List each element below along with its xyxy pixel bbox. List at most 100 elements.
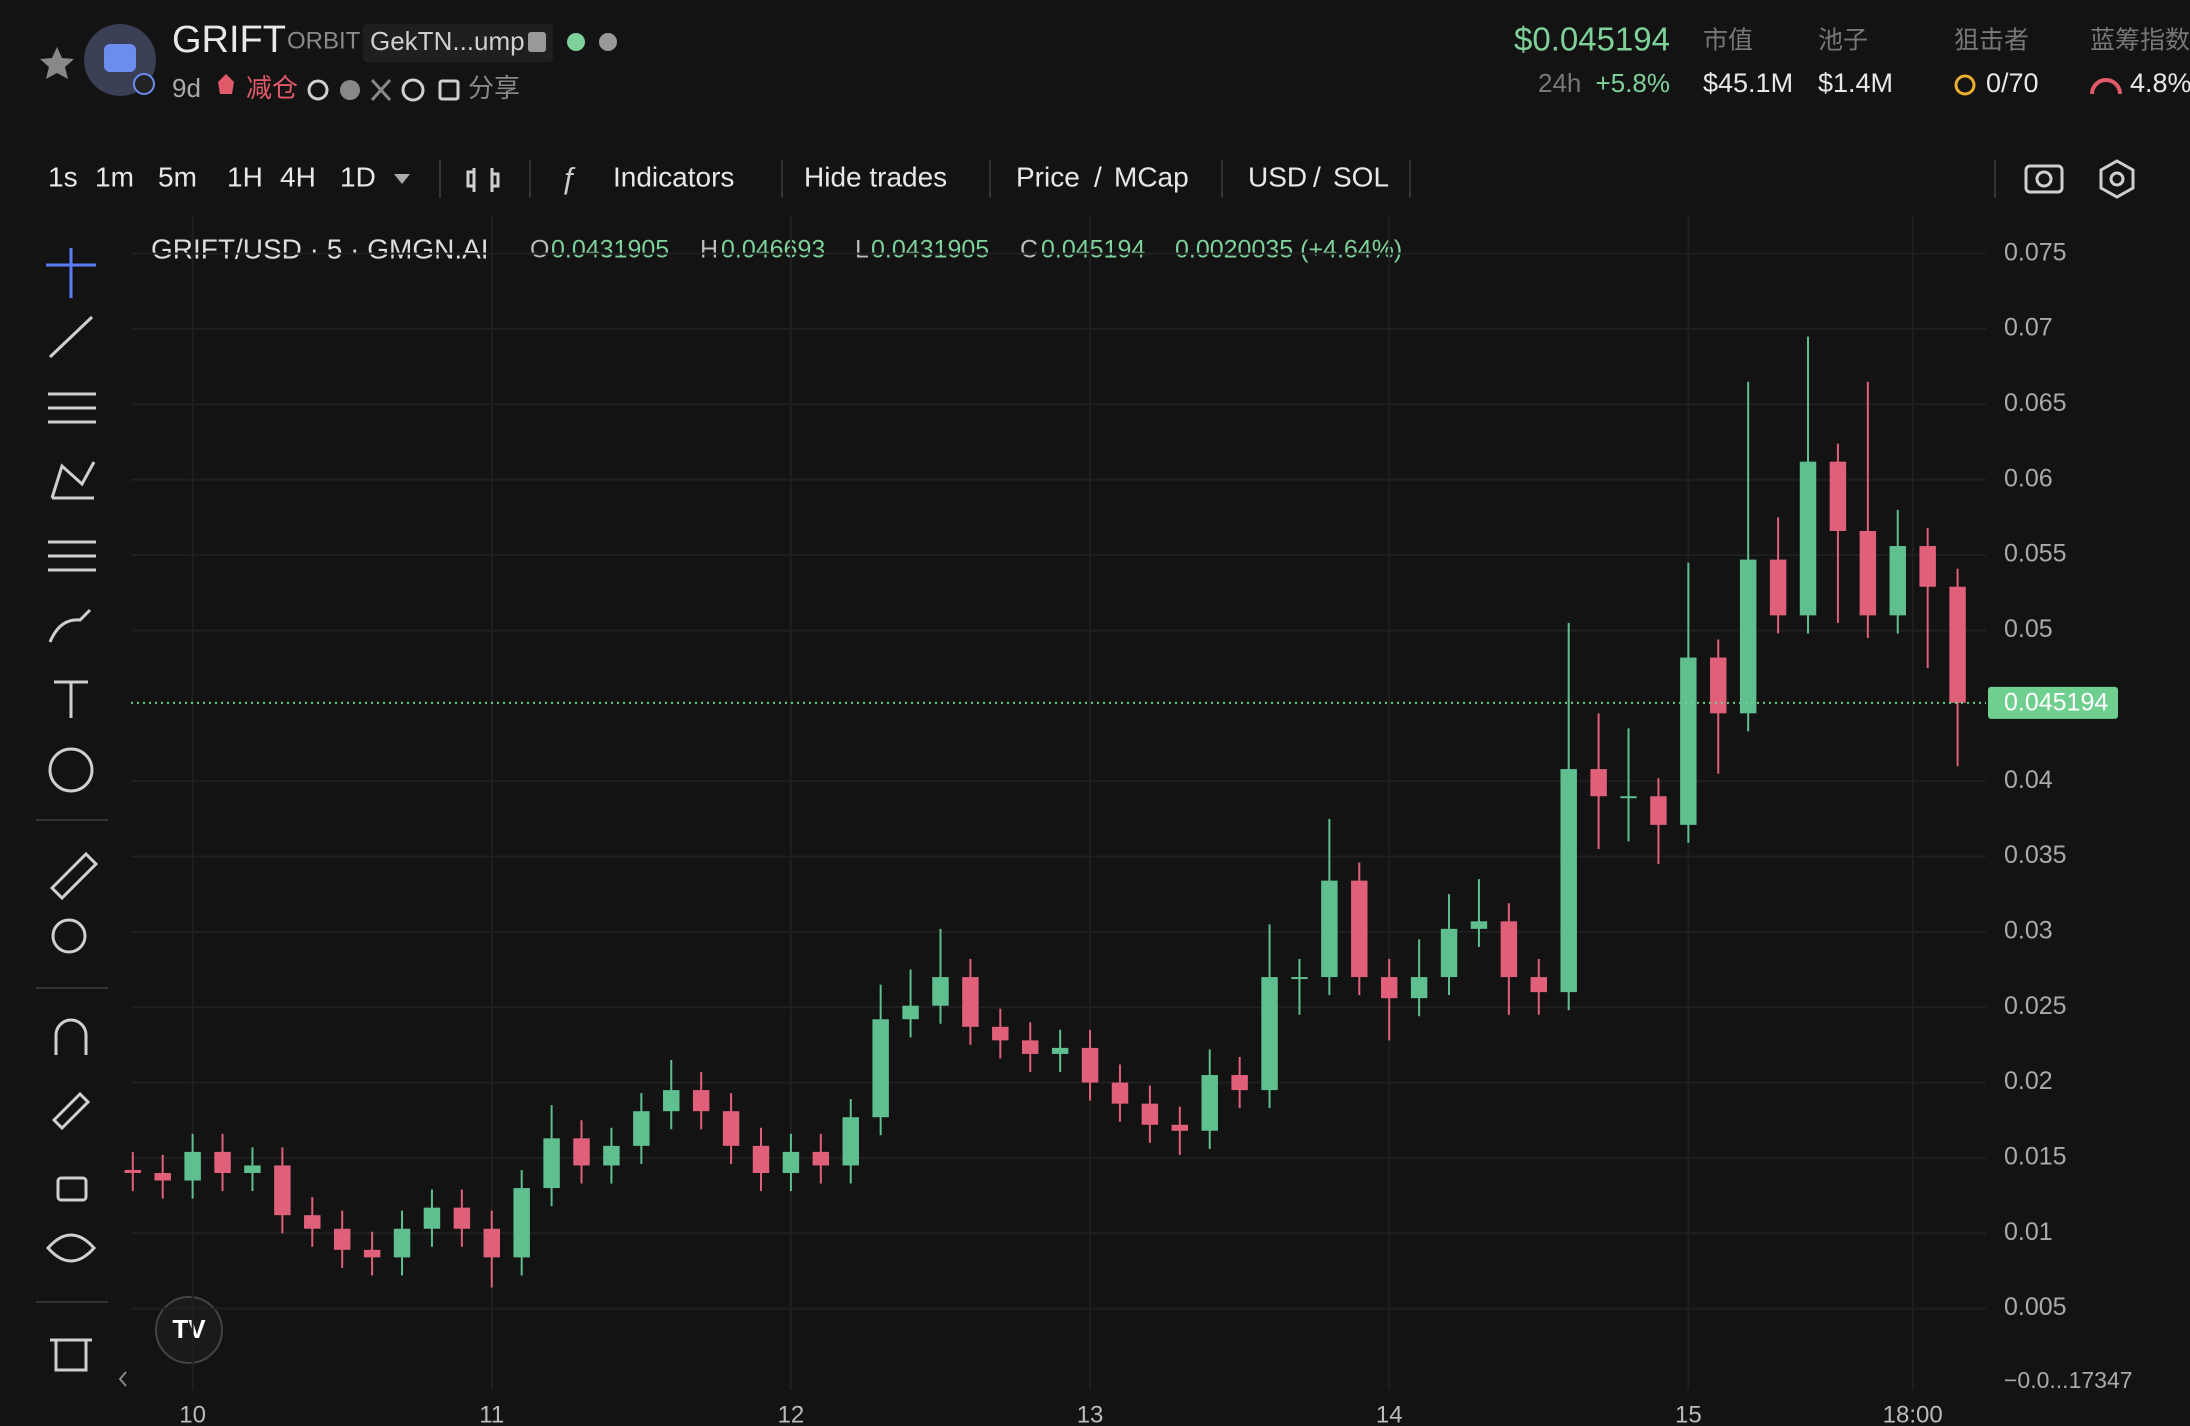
slash: / [1313,161,1321,192]
candle-body [842,1117,859,1166]
settings-icon[interactable] [2099,159,2135,199]
candle-body [1201,1075,1218,1131]
plot [124,216,1986,1390]
hide-trades[interactable]: Hide trades [804,161,947,192]
chain: ORBIT [287,27,361,54]
web-icon[interactable] [401,78,425,102]
candle-body [1829,461,1847,531]
candle-body [1081,1047,1099,1083]
share-icon[interactable] [438,79,460,101]
candle-body [1650,796,1667,825]
candle-body [1051,1047,1069,1054]
candle-body [1380,977,1398,999]
icon[interactable] [340,80,360,100]
ohlc-value: 0.045194 [1041,236,1145,264]
emoji-tool[interactable] [48,747,94,793]
x-tick-label: 14 [1376,1401,1403,1426]
candle-body [1291,977,1308,980]
x-tick-label: 15 [1675,1401,1702,1426]
sol-toggle[interactable]: SOL [1333,161,1389,192]
stat-value: $1.4M [1818,68,1893,98]
indicators[interactable]: Indicators [613,161,734,192]
change-label: 24h [1538,68,1581,98]
interval[interactable]: 1D [340,161,376,192]
chart-type-icon[interactable] [466,168,500,192]
candle-body [603,1145,620,1166]
candle-body [1739,559,1757,714]
interval[interactable]: 1m [95,161,134,192]
y-tick-label: −0.0...17347 [2004,1367,2133,1393]
candle-body [214,1151,231,1173]
share[interactable]: 分享 [468,73,520,103]
y-tick-label: 0.005 [2004,1293,2067,1321]
camera-icon[interactable] [2024,164,2064,194]
stat-label[interactable]: 狙击者 [1954,27,2029,55]
candle-body [1530,977,1548,993]
candle-body [1919,546,1936,587]
lock-draw-tool[interactable] [51,1091,91,1131]
ruler-tool[interactable] [49,851,99,901]
pattern-tool[interactable] [50,461,96,500]
gauge-icon [2090,78,2122,95]
candle-body [1261,977,1278,1091]
collapse-arrow[interactable] [118,1371,127,1387]
x-tick-label: 11 [479,1401,504,1426]
zoom-tool[interactable] [51,918,87,954]
candle-body [1560,769,1577,993]
fx-icon[interactable]: ƒ [560,162,577,195]
y-tick-label: 0.05 [2004,615,2053,643]
y-tick-label: 0.025 [2004,992,2067,1020]
y-tick-label: 0.04 [2004,766,2053,794]
candle-body [782,1151,800,1173]
avatar-icon [104,44,136,72]
price-toggle[interactable]: Price [1016,161,1080,192]
candle-body [1410,977,1428,999]
candle-body [1111,1082,1129,1104]
search-icon[interactable] [307,79,329,101]
copy-icon[interactable] [528,32,546,52]
y-tick-label: 0.07 [2004,314,2053,342]
settings-center [2109,171,2125,187]
candle-body [1949,586,1966,703]
candle-body [1231,1075,1248,1091]
interval-active[interactable]: 5m [158,161,197,192]
interval[interactable]: 4H [280,161,316,192]
x-icon[interactable] [370,78,392,102]
drawing-tools [36,248,108,1372]
usd-toggle[interactable]: USD [1248,161,1307,192]
candle-body [1321,880,1338,978]
candle-body [483,1228,500,1258]
candle-body [1171,1124,1189,1131]
interval[interactable]: 1s [48,161,78,192]
tradingview-logo[interactable] [155,1296,223,1364]
chain-badge [133,73,155,95]
line-tool[interactable] [48,315,94,359]
fib-tool[interactable] [48,392,96,424]
lock-tool[interactable] [56,1176,88,1202]
magnet-tool[interactable] [54,1018,88,1055]
change: +5.8% [1596,68,1670,98]
dropdown[interactable] [394,174,410,184]
candle-body [1680,657,1697,825]
ohlc-value: 0.0431905 [551,236,669,264]
delete-tool[interactable] [50,1338,92,1372]
ohlc-label: H [700,236,718,264]
address-box[interactable] [363,24,553,62]
candle-body [812,1151,830,1166]
candle-body [1590,769,1607,797]
candle-body [244,1165,261,1173]
tag: 减仓 [246,73,298,103]
mcap-toggle[interactable]: MCap [1114,161,1189,192]
favorite-star[interactable] [40,47,74,79]
slash: / [1094,161,1102,192]
interval[interactable]: 1H [227,161,263,192]
candle-body [992,1026,1009,1041]
brush-tool[interactable] [48,608,92,643]
crosshair-tool[interactable] [46,248,96,298]
candle-body [1351,880,1368,978]
candle-body [573,1138,590,1166]
visibility-tool[interactable] [45,1233,97,1263]
prediction-tool[interactable] [48,540,96,572]
text-tool[interactable] [54,680,88,718]
